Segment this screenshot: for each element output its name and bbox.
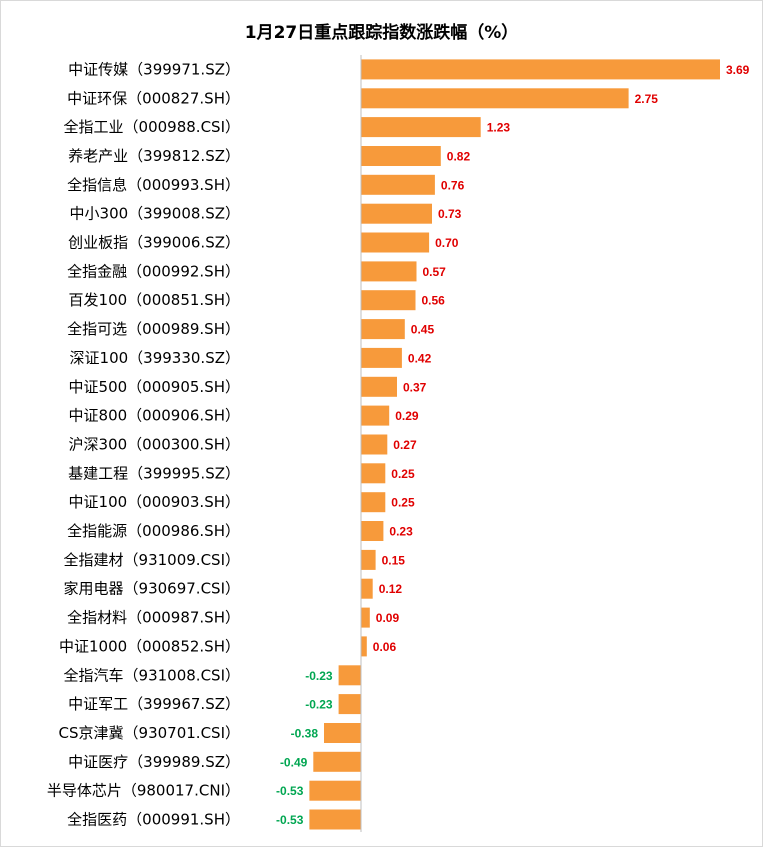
data-label: -0.38 [291, 727, 319, 741]
chart-title: 1月27日重点跟踪指数涨跌幅（%） [244, 23, 519, 43]
bar [361, 261, 417, 282]
data-label: 0.25 [391, 467, 415, 481]
category-label: 全指能源（000986.SH） [67, 522, 240, 540]
data-label: 0.12 [379, 582, 403, 596]
bar [361, 174, 435, 195]
data-label: -0.53 [276, 813, 304, 827]
data-label: -0.53 [276, 784, 304, 798]
data-label: 1.23 [487, 121, 511, 135]
category-label: 基建工程（399995.SZ） [68, 464, 240, 482]
category-label: 全指汽车（931008.CSI） [64, 666, 240, 684]
category-label: 中证军工（399967.SZ） [68, 695, 240, 713]
category-label: 全指医药（000991.SH） [67, 811, 240, 829]
bar [361, 521, 384, 541]
category-label: 中证环保（000827.SH） [67, 89, 240, 107]
data-label: 0.06 [373, 640, 397, 654]
bar [309, 809, 361, 830]
bar [361, 232, 430, 253]
data-label: 0.70 [435, 236, 459, 250]
bar [361, 203, 432, 224]
data-label: 0.57 [423, 265, 447, 279]
data-label: -0.49 [280, 755, 308, 769]
bar [361, 549, 376, 570]
category-label: 全指工业（000988.CSI） [64, 118, 240, 136]
category-label: 深证100（399330.SZ） [70, 349, 240, 367]
category-label: 中证500（000905.SH） [69, 378, 240, 396]
bar [361, 607, 370, 628]
bar [324, 723, 361, 743]
bar [361, 463, 386, 484]
bar [361, 59, 720, 80]
category-label: 全指可选（000989.SH） [67, 320, 240, 338]
data-label: 0.73 [438, 207, 462, 221]
bar [361, 434, 388, 455]
category-label: 中证1000（000852.SH） [59, 637, 240, 655]
category-label: 全指建材（931009.CSI） [64, 551, 240, 569]
category-label: 全指金融（000992.SH） [67, 262, 240, 280]
data-label: 3.69 [726, 63, 750, 77]
data-label: 0.09 [376, 611, 400, 625]
category-label: 全指信息（000993.SH） [67, 176, 240, 194]
data-label: 0.25 [391, 496, 415, 510]
bar [309, 780, 361, 801]
category-label: 中小300（399008.SZ） [70, 205, 240, 223]
category-label: 百发100（000851.SH） [69, 291, 240, 309]
bar [361, 117, 481, 138]
category-label: 创业板指（399006.SZ） [68, 234, 240, 252]
data-label: 0.15 [382, 553, 406, 567]
bar [361, 290, 416, 311]
data-label: 0.37 [403, 380, 427, 394]
bar [361, 636, 367, 657]
category-label: 全指材料（000987.SH） [67, 609, 240, 627]
category-label: 养老产业（399812.SZ） [68, 147, 240, 165]
category-label: 沪深300（000300.SH） [69, 436, 240, 454]
bar [361, 492, 386, 513]
bar [361, 347, 402, 368]
category-label: 中证传媒（399971.SZ） [68, 60, 240, 78]
data-label: 0.23 [389, 525, 413, 539]
bar [361, 376, 397, 397]
bar [313, 751, 361, 772]
bar [361, 88, 629, 109]
data-label: 2.75 [635, 92, 659, 106]
category-label: 中证100（000903.SH） [69, 493, 240, 511]
category-label: 半导体芯片（980017.CNI） [47, 782, 240, 800]
bar [361, 146, 441, 166]
category-label: CS京津冀（930701.CSI） [59, 724, 240, 742]
data-label: 0.29 [395, 409, 419, 423]
category-label: 家用电器（930697.CSI） [64, 580, 240, 598]
data-label: 0.82 [447, 150, 471, 164]
category-label: 中证医疗（399989.SZ） [68, 753, 240, 771]
bar [361, 405, 390, 426]
data-label: 0.56 [422, 294, 446, 308]
data-label: 0.27 [393, 438, 417, 452]
bar [338, 665, 361, 686]
bar [361, 578, 373, 599]
category-label: 中证800（000906.SH） [69, 407, 240, 425]
data-label: -0.23 [305, 669, 333, 683]
data-label: 0.45 [411, 323, 435, 337]
data-label: 0.42 [408, 351, 432, 365]
data-label: 0.76 [441, 178, 465, 192]
bar [338, 694, 361, 715]
bar [361, 319, 405, 340]
data-label: -0.23 [305, 698, 333, 712]
